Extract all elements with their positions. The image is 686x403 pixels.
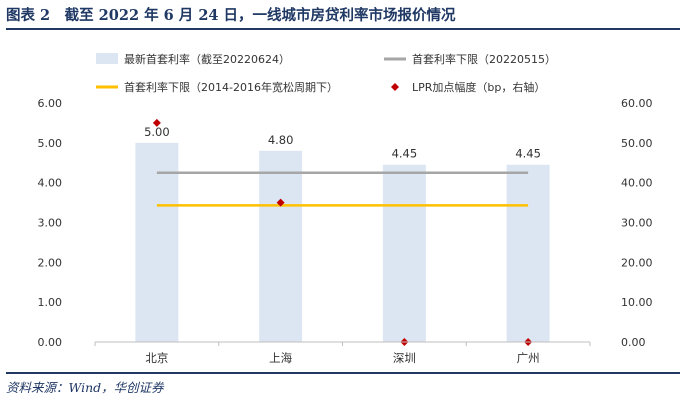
bar (135, 142, 179, 342)
right-axis-tick-label: 20.00 (621, 256, 653, 269)
title-rule (6, 28, 680, 30)
right-axis-tick-label: 10.00 (621, 296, 653, 309)
legend: 最新首套利率（截至20220624） 首套利率下限（20220515） 首套利率下限… (96, 52, 556, 94)
legend-label: 首套利率下限（20220515） (412, 52, 556, 66)
bar-value-label: 4.45 (392, 147, 418, 161)
x-axis-category-label: 广州 (517, 351, 540, 365)
bar-value-label: 5.00 (144, 125, 170, 139)
left-axis-tick-label: 3.00 (38, 217, 63, 230)
right-axis-tick-label: 40.00 (621, 177, 653, 190)
lines (156, 171, 529, 207)
left-axis: 0.00 1.00 2.00 3.00 4.00 5.00 6.00 (38, 97, 63, 349)
legend-swatch (391, 83, 399, 91)
source-note: 资料来源：Wind，华创证券 (6, 380, 164, 395)
bar (259, 150, 303, 342)
left-axis-tick-label: 6.00 (38, 97, 63, 110)
left-axis-tick-label: 5.00 (38, 137, 63, 150)
right-axis-tick-label: 60.00 (621, 97, 653, 110)
right-axis: 0.00 10.00 20.00 30.00 40.00 50.00 60.00 (621, 97, 653, 349)
x-axis-category-label: 北京 (145, 351, 168, 365)
x-axis-category-label: 深圳 (393, 351, 416, 365)
left-axis-tick-label: 2.00 (38, 256, 63, 269)
left-axis-tick-label: 0.00 (38, 336, 63, 349)
bar (506, 164, 550, 342)
x-axis-category-label: 上海 (269, 351, 292, 365)
bar (382, 164, 426, 342)
right-axis-tick-label: 30.00 (621, 217, 653, 230)
figure-title: 图表 2 截至 2022 年 6 月 24 日，一线城市房贷利率市场报价情况 (6, 7, 456, 24)
left-axis-tick-label: 4.00 (38, 177, 63, 190)
legend-label: 最新首套利率（截至20220624） (124, 52, 290, 66)
source-rule (6, 372, 680, 374)
bars (135, 142, 550, 342)
legend-label: LPR加点幅度（bp，右轴） (412, 80, 545, 94)
right-axis-tick-label: 50.00 (621, 137, 653, 150)
legend-swatch (96, 53, 118, 64)
markers (152, 118, 533, 346)
legend-label: 首套利率下限（2014-2016年宽松周期下） (124, 80, 338, 94)
left-axis-tick-label: 1.00 (38, 296, 63, 309)
bar-labels: 5.00 4.80 4.45 4.45 (144, 125, 541, 161)
x-axis: 北京 上海 深圳 广州 (94, 341, 591, 365)
lpr-spread-marker (152, 118, 161, 127)
bar-value-label: 4.80 (268, 133, 294, 147)
right-axis-tick-label: 0.00 (621, 336, 646, 349)
lpr-spread-marker (276, 198, 285, 207)
bar-value-label: 4.45 (515, 147, 541, 161)
